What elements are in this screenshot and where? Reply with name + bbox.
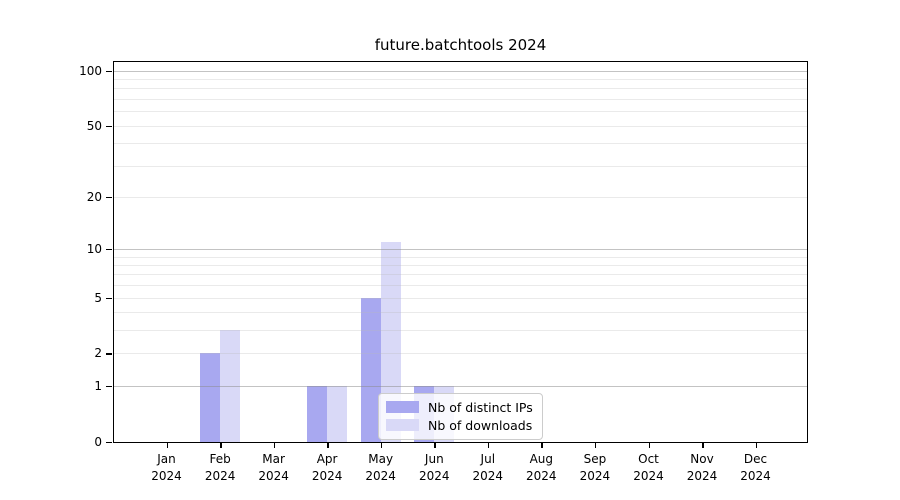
gridline-major-10 <box>113 248 808 250</box>
y-tick-label-1: 1 <box>94 378 102 393</box>
gridline-minor-30 <box>113 165 808 167</box>
gridline-minor-3 <box>113 330 808 332</box>
x-tick-label-oct: Oct 2024 <box>633 452 664 483</box>
gridline-minor-4 <box>113 312 808 314</box>
x-tick-jun <box>434 443 436 448</box>
gridline-minor-90 <box>113 78 808 80</box>
gridline-minor-5 <box>113 297 808 299</box>
y-tick-label-5: 5 <box>94 290 102 305</box>
y-tick-0 <box>106 441 112 444</box>
y-tick-label-100: 100 <box>79 63 102 78</box>
y-tick-label-10: 10 <box>86 241 102 256</box>
x-tick-label-apr: Apr 2024 <box>311 452 343 483</box>
gridline-minor-9 <box>113 256 808 258</box>
y-tick-label-20: 20 <box>86 189 102 204</box>
y-tick-20 <box>106 196 112 199</box>
y-tick-5 <box>106 297 112 300</box>
x-tick-label-nov: Nov 2024 <box>686 452 718 483</box>
x-tick-nov <box>702 443 704 448</box>
gridline-minor-2 <box>113 353 808 355</box>
x-tick-label-aug: Aug 2024 <box>526 452 557 483</box>
chart-title: future.batchtools 2024 <box>374 36 547 54</box>
y-tick-label-2: 2 <box>94 346 102 361</box>
y-tick-label-50: 50 <box>86 118 102 133</box>
gridline-minor-80 <box>113 88 808 90</box>
gridline-minor-8 <box>113 265 808 266</box>
x-tick-label-jan: Jan 2024 <box>151 452 182 483</box>
gridline-minor-6 <box>113 285 808 287</box>
x-tick-jul <box>487 443 490 448</box>
x-tick-label-mar: Mar 2024 <box>258 452 289 483</box>
gridline-major-1 <box>113 385 808 387</box>
x-tick-aug <box>541 443 543 448</box>
x-tick-label-dec: Dec 2024 <box>740 452 771 483</box>
legend-label-distinct-ips: Nb of distinct IPs <box>428 399 533 415</box>
x-tick-label-jul: Jul 2024 <box>472 452 504 483</box>
legend-swatch-downloads <box>386 419 419 431</box>
legend: Nb of distinct IPs Nb of downloads <box>378 393 543 440</box>
y-tick-100 <box>106 70 112 73</box>
bar-distinct-ips-may <box>360 297 381 443</box>
x-tick-oct <box>648 443 651 448</box>
legend-item-distinct-ips: Nb of distinct IPs <box>386 398 533 416</box>
gridline-minor-70 <box>113 98 808 100</box>
x-tick-label-sep: Sep 2024 <box>579 452 611 483</box>
x-tick-label-jun: Jun 2024 <box>419 452 450 483</box>
y-tick-50 <box>106 125 112 128</box>
x-tick-label-feb: Feb 2024 <box>204 452 236 483</box>
x-tick-dec <box>755 443 758 448</box>
x-tick-may <box>380 443 383 448</box>
gridline-major-100 <box>113 70 808 72</box>
x-tick-mar <box>273 443 276 448</box>
x-tick-feb <box>220 443 222 448</box>
x-tick-jan <box>166 443 169 448</box>
x-tick-apr <box>327 443 329 448</box>
legend-item-downloads: Nb of downloads <box>386 416 533 434</box>
bar-downloads-apr <box>327 385 348 443</box>
gridline-minor-40 <box>113 143 808 144</box>
gridline-minor-7 <box>113 274 808 276</box>
plot-area: Nb of distinct IPs Nb of downloads <box>113 61 808 443</box>
y-tick-1 <box>106 385 112 388</box>
bar-downloads-may <box>380 241 401 443</box>
bar-distinct-ips-feb <box>200 353 220 443</box>
y-tick-label-0: 0 <box>94 434 102 449</box>
legend-swatch-distinct-ips <box>386 401 419 413</box>
gridline-minor-20 <box>113 196 808 198</box>
y-tick-2 <box>106 353 112 355</box>
gridline-minor-60 <box>113 111 808 113</box>
x-tick-label-may: May 2024 <box>365 452 396 483</box>
y-tick-10 <box>106 248 112 251</box>
x-tick-sep <box>594 443 597 448</box>
bar-distinct-ips-apr <box>307 385 328 443</box>
gridline-minor-50 <box>113 125 808 127</box>
legend-label-downloads: Nb of downloads <box>428 417 533 433</box>
